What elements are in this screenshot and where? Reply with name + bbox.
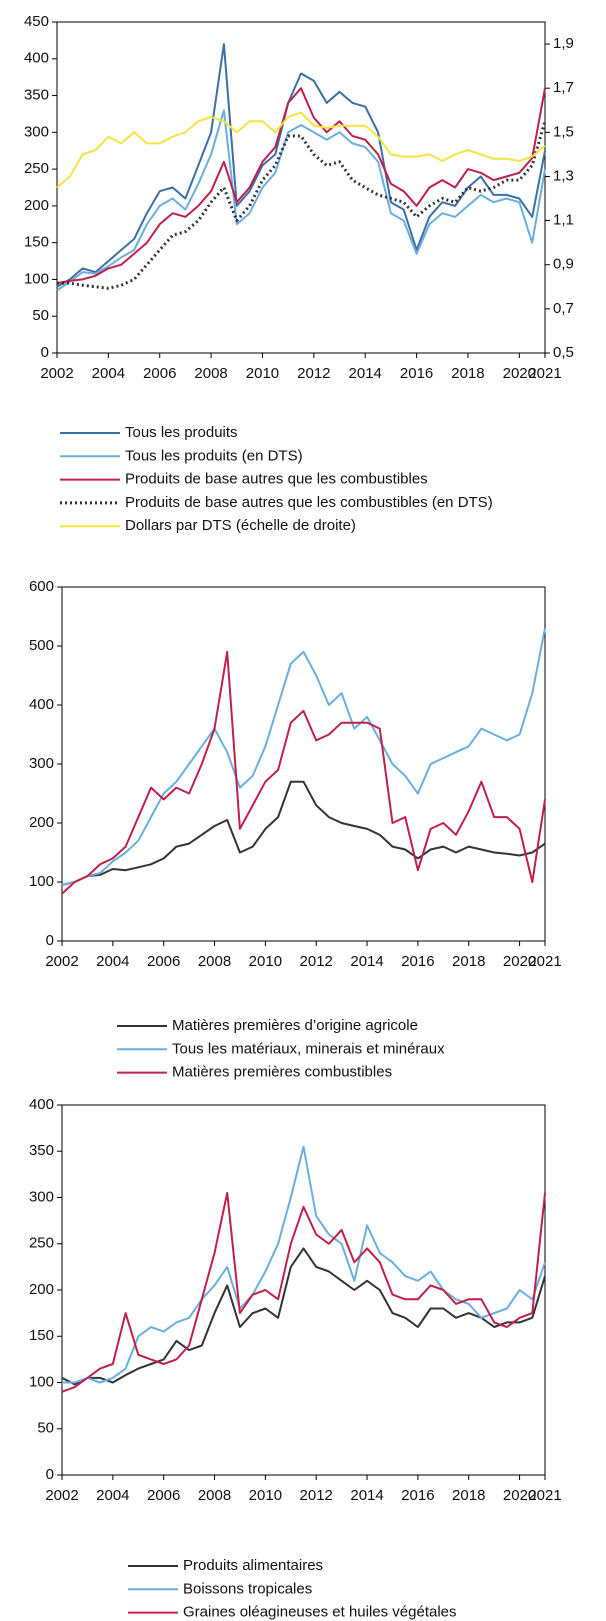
x-tick-label: 2012 [297, 365, 330, 382]
y2-tick-label: 0,9 [553, 256, 574, 273]
y2-tick-label: 1,9 [553, 35, 574, 52]
series-line [61, 650, 546, 895]
x-tick-label: 2010 [246, 365, 279, 382]
series-line [56, 87, 546, 285]
x-tick-label: 2002 [45, 1487, 78, 1504]
x-tick-label: 2012 [300, 1487, 333, 1504]
x-tick-label: 2018 [452, 1487, 485, 1504]
x-tick-label: 2014 [350, 1487, 383, 1504]
y2-tick-label: 1,7 [553, 79, 574, 96]
series-line [57, 120, 547, 290]
x-tick-label: 2018 [452, 953, 485, 970]
y-tick-label: 350 [24, 87, 49, 104]
x-tick-label: 2004 [96, 953, 129, 970]
y-tick-label: 0 [41, 344, 49, 361]
x-tick-label: 2004 [92, 365, 125, 382]
legend-label: Produits de base autres que les combusti… [125, 494, 493, 511]
x-tick-label: 2002 [40, 365, 73, 382]
y2-tick-label: 1,1 [553, 212, 574, 229]
x-tick-label: 2014 [350, 953, 383, 970]
legend-label: Graines oléagineuses et huiles végétales [183, 1604, 457, 1621]
y-tick-label: 350 [29, 1142, 54, 1159]
series-line [62, 1145, 546, 1384]
y-tick-label: 100 [29, 1373, 54, 1390]
y-tick-label: 50 [37, 1420, 54, 1437]
y-tick-label: 150 [29, 1327, 54, 1344]
series-line [61, 628, 546, 886]
y2-tick-label: 0,7 [553, 300, 574, 317]
y-tick-label: 600 [29, 578, 54, 595]
x-tick-label: 2020 [503, 1487, 536, 1504]
y-tick-label: 300 [29, 1188, 54, 1205]
series-line [61, 780, 546, 886]
legend-label: Produits alimentaires [183, 1557, 323, 1574]
x-tick-label: 2020 [503, 365, 536, 382]
y-tick-label: 200 [29, 814, 54, 831]
legend-label: Dollars par DTS (échelle de droite) [125, 517, 356, 534]
y-tick-label: 250 [24, 160, 49, 177]
y-tick-label: 0 [46, 932, 54, 949]
plot-frame [61, 1104, 546, 1476]
series-line [61, 1191, 546, 1393]
x-tick-label: 2002 [45, 953, 78, 970]
plot-frame [61, 586, 546, 942]
legend-label: Matières premières d’origine agricole [172, 1017, 418, 1034]
x-tick-label: 2012 [300, 953, 333, 970]
x-tick-label: 2006 [147, 1487, 180, 1504]
y-tick-label: 50 [32, 307, 49, 324]
y-tick-label: 300 [24, 123, 49, 140]
x-tick-label: 2008 [194, 365, 227, 382]
y-tick-label: 400 [24, 50, 49, 67]
y2-tick-label: 0,5 [553, 344, 574, 361]
legend-label: Boissons tropicales [183, 1580, 312, 1597]
y-tick-label: 400 [29, 1096, 54, 1113]
y-tick-label: 400 [29, 696, 54, 713]
x-tick-label: 2016 [401, 953, 434, 970]
y-tick-label: 200 [29, 1281, 54, 1298]
legend-label: Produits de base autres que les combusti… [125, 471, 428, 488]
x-tick-label: 2006 [143, 365, 176, 382]
x-tick-label: 2010 [249, 1487, 282, 1504]
series-line [61, 1247, 546, 1386]
y-tick-label: 150 [24, 234, 49, 251]
y-tick-label: 100 [29, 873, 54, 890]
x-tick-label: 2008 [198, 953, 231, 970]
legend-label: Tous les produits (en DTS) [125, 447, 303, 464]
x-tick-label: 2016 [400, 365, 433, 382]
series-line [56, 43, 546, 288]
y2-tick-label: 1,5 [553, 123, 574, 140]
y-tick-label: 300 [29, 755, 54, 772]
x-tick-label: 2008 [198, 1487, 231, 1504]
series-line [56, 111, 546, 189]
y-tick-label: 100 [24, 270, 49, 287]
x-tick-label: 2021 [528, 365, 561, 382]
y-tick-label: 250 [29, 1235, 54, 1252]
x-tick-label: 2014 [349, 365, 382, 382]
plot-frame [56, 21, 546, 354]
legend-label: Tous les matériaux, minerais et minéraux [172, 1040, 445, 1057]
x-tick-label: 2021 [528, 1487, 561, 1504]
x-tick-label: 2016 [401, 1487, 434, 1504]
legend-label: Tous les produits [125, 424, 238, 441]
y-tick-label: 450 [24, 13, 49, 30]
legend-label: Matières premières combustibles [172, 1064, 392, 1081]
series-line [56, 109, 546, 292]
y-tick-label: 500 [29, 637, 54, 654]
x-tick-label: 2018 [451, 365, 484, 382]
y-tick-label: 200 [24, 197, 49, 214]
x-tick-label: 2010 [249, 953, 282, 970]
x-tick-label: 2006 [147, 953, 180, 970]
x-tick-label: 2004 [96, 1487, 129, 1504]
x-tick-label: 2021 [528, 953, 561, 970]
y2-tick-label: 1,3 [553, 167, 574, 184]
x-tick-label: 2020 [503, 953, 536, 970]
y-tick-label: 0 [46, 1466, 54, 1483]
